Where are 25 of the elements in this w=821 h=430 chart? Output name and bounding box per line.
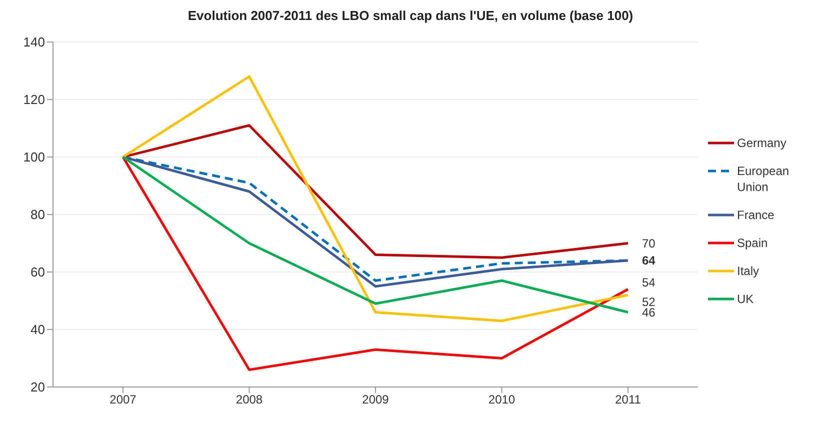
y-tick-label: 140 bbox=[23, 34, 45, 50]
chart-title: Evolution 2007-2011 des LBO small cap dans l'UE, en volume (base 100) bbox=[186, 8, 634, 25]
data-label: 54 bbox=[642, 275, 656, 290]
data-label: 70 bbox=[642, 236, 656, 250]
y-tick-label: 120 bbox=[23, 92, 45, 108]
y-tick-label: 40 bbox=[30, 322, 45, 338]
x-tick-label: 2011 bbox=[615, 392, 642, 407]
line-series bbox=[122, 75, 630, 322]
y-tick-label: 100 bbox=[23, 150, 45, 165]
legend-label: Spain bbox=[737, 235, 768, 251]
legend-label: UK bbox=[737, 291, 754, 307]
line-series bbox=[122, 156, 630, 314]
x-tick-label: 2008 bbox=[236, 392, 263, 407]
legend-label: Germany bbox=[737, 135, 786, 151]
legend-label: European Union bbox=[737, 163, 790, 195]
x-tick-label: 2009 bbox=[362, 392, 390, 407]
line-series bbox=[122, 156, 630, 371]
legend-label: Italy bbox=[737, 263, 760, 279]
x-tick-label: 2007 bbox=[110, 392, 137, 407]
data-label: 64 bbox=[642, 254, 656, 268]
legend-label: France bbox=[737, 207, 774, 223]
y-tick-label: 20 bbox=[30, 380, 45, 395]
x-tick-label: 2010 bbox=[488, 392, 516, 407]
y-tick-label: 60 bbox=[30, 264, 45, 280]
y-tick-label: 80 bbox=[30, 207, 45, 222]
